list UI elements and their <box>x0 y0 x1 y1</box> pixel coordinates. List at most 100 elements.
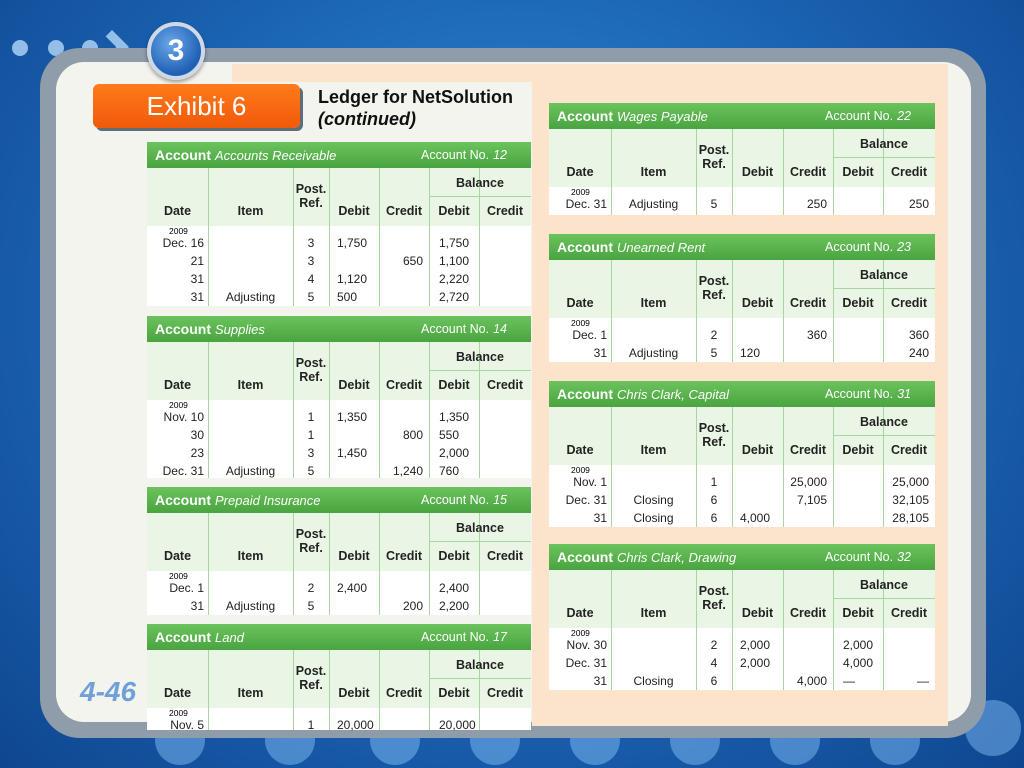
column-headers: Date Item Post. Ref. Debit Credit Balance Debit… <box>549 260 935 318</box>
cell-balance-credit: 28,105 <box>892 511 929 525</box>
account-rows: 2009 Dec. 1 2 360 360 31 Adjusting 5 120 240 <box>549 318 935 362</box>
cell-credit: 650 <box>402 254 423 268</box>
column-divider <box>208 650 209 708</box>
header-credit: Credit <box>385 378 423 392</box>
column-divider <box>329 342 330 400</box>
balance-divider <box>429 196 531 197</box>
cell-balance-debit: 2,400 <box>439 581 470 595</box>
account-rows: 2009 Nov. 10 1 1,350 1,350 30 1 800 550 23 3 1,450 2… <box>147 400 531 478</box>
header-balance: Balance <box>860 268 908 282</box>
account-number-label: Account No. <box>825 550 894 564</box>
account-label: Account <box>155 492 211 508</box>
column-divider <box>611 260 612 318</box>
account-label: Account <box>155 629 211 645</box>
cell-date: Dec. 16 <box>162 236 204 250</box>
column-divider <box>379 168 380 226</box>
cell-debit: 2,000 <box>740 638 771 652</box>
account-rows: 2009 Dec. 31 Adjusting 5 250 250 <box>549 187 935 215</box>
header-post: Post. <box>295 182 327 196</box>
column-divider <box>833 407 834 465</box>
cell-balance-debit: 2,200 <box>439 599 470 613</box>
column-divider <box>208 571 209 615</box>
cell-credit: 4,000 <box>796 674 827 688</box>
column-divider <box>611 318 612 362</box>
cell-item: Adjusting <box>225 599 276 613</box>
account-label: Account <box>557 386 613 402</box>
column-divider <box>883 260 884 318</box>
header-balance: Balance <box>860 578 908 592</box>
cell-balance-debit: 1,100 <box>439 254 470 268</box>
table-row: 31 Adjusting 5 120 240 <box>549 344 935 362</box>
column-divider <box>429 513 430 571</box>
balance-divider <box>429 541 531 542</box>
table-row: Dec. 16 3 1,750 1,750 <box>147 234 531 252</box>
year-label: 2009 <box>571 187 590 197</box>
account-label: Account <box>557 239 613 255</box>
header-ref: Ref. <box>702 288 726 302</box>
account-number-label: Account No. <box>421 493 490 507</box>
header-balance-debit: Debit <box>438 686 470 700</box>
column-divider <box>883 407 884 465</box>
cell-date: Nov. 5 <box>170 718 204 732</box>
column-divider <box>732 129 733 187</box>
column-headers: Date Item Post. Ref. Debit Credit Balance Debit… <box>147 342 531 400</box>
header-date: Date <box>566 443 594 457</box>
header-debit: Debit <box>741 296 774 310</box>
ledger-account: Account Prepaid Insurance Account No. 15 Dat… <box>147 487 531 615</box>
cell-balance-credit: 240 <box>908 346 929 360</box>
cell-ref: 5 <box>710 346 718 360</box>
column-divider <box>883 318 884 362</box>
account-header: Account Chris Clark, Capital Account No. 31 <box>549 381 935 407</box>
header-post: Post. <box>698 584 730 598</box>
column-divider <box>611 570 612 628</box>
account-number-value: 14 <box>493 322 507 336</box>
cell-balance-debit: 2,000 <box>439 446 470 460</box>
header-date: Date <box>163 204 192 218</box>
year-label: 2009 <box>571 465 590 475</box>
table-row: 21 3 650 1,100 <box>147 252 531 270</box>
cell-credit: 200 <box>402 599 423 613</box>
cell-ref: 1 <box>307 410 315 424</box>
cell-ref: 2 <box>710 638 718 652</box>
cell-date: 31 <box>593 511 607 525</box>
column-divider <box>611 407 612 465</box>
column-divider <box>883 129 884 187</box>
column-divider <box>379 708 380 730</box>
account-number-value: 32 <box>897 550 911 564</box>
cell-date: 31 <box>190 272 204 286</box>
column-divider <box>479 571 480 615</box>
header-ref: Ref. <box>299 370 323 384</box>
column-divider <box>479 168 480 226</box>
column-headers: Date Item Post. Ref. Debit Credit Balance Debit… <box>147 650 531 708</box>
year-label: 2009 <box>169 571 188 581</box>
cell-balance-credit: — <box>917 674 929 688</box>
header-item: Item <box>237 378 264 392</box>
header-ref: Ref. <box>702 598 726 612</box>
cell-date: 31 <box>190 599 204 613</box>
cell-ref: 1 <box>307 718 315 732</box>
header-item: Item <box>237 204 264 218</box>
slide-title: Ledger for NetSolution (continued) <box>318 86 538 130</box>
header-balance-credit: Credit <box>486 204 524 218</box>
cell-item: Adjusting <box>628 346 679 360</box>
header-item: Item <box>640 443 667 457</box>
cell-ref: 2 <box>710 328 718 342</box>
account-rows: 2009 Nov. 30 2 2,000 2,000 Dec. 31 4 2,000 4,000… <box>549 628 935 690</box>
header-date: Date <box>163 549 192 563</box>
column-divider <box>329 571 330 615</box>
header-credit: Credit <box>789 606 827 620</box>
column-divider <box>883 570 884 628</box>
cell-credit: 7,105 <box>796 493 827 507</box>
column-divider <box>833 187 834 215</box>
cell-date: Dec. 31 <box>565 656 607 670</box>
header-date: Date <box>163 378 192 392</box>
account-header: Account Chris Clark, Drawing Account No. 32 <box>549 544 935 570</box>
header-balance: Balance <box>860 415 908 429</box>
account-name: Supplies <box>215 322 265 337</box>
column-divider <box>833 129 834 187</box>
account-number-value: 12 <box>493 148 507 162</box>
account-rows: 2009 Dec. 1 2 2,400 2,400 31 Adjusting 5 200 2,20… <box>147 571 531 615</box>
header-balance-debit: Debit <box>438 204 470 218</box>
column-divider <box>732 318 733 362</box>
account-header: Account Wages Payable Account No. 22 <box>549 103 935 129</box>
